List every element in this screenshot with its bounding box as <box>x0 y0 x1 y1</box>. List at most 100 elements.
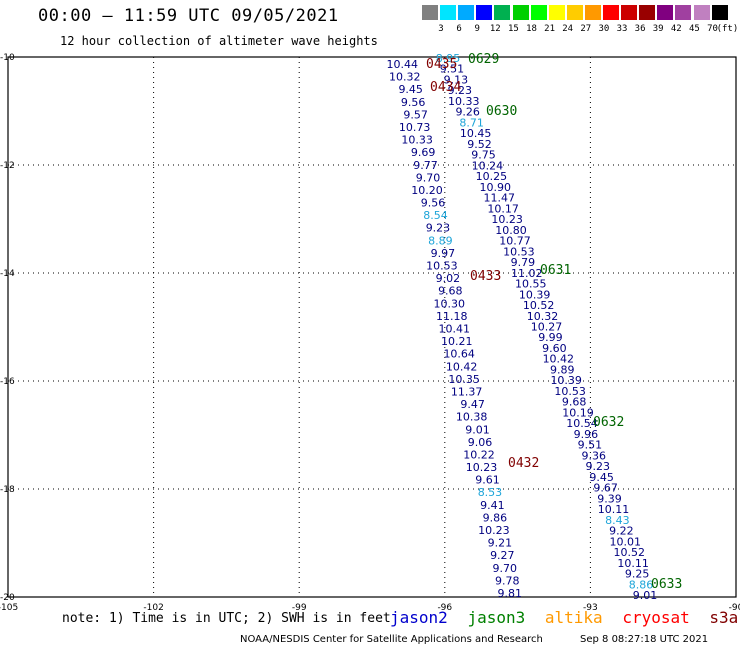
wave-height-value: 9.47 <box>460 398 485 411</box>
wave-height-value: 10.45 <box>460 127 492 140</box>
legend-s3a: s3a <box>709 608 739 627</box>
wave-height-value: 9.99 <box>538 331 563 344</box>
footer-timestamp: Sep 8 08:27:18 UTC 2021 <box>580 634 709 645</box>
pass-time-label: 0633 <box>651 577 682 592</box>
wave-height-value: 10.39 <box>519 288 551 301</box>
color-scale-label: 39 <box>652 24 664 34</box>
x-tick-label: -90 <box>729 603 740 613</box>
wave-height-value: 8.54 <box>423 209 448 222</box>
legend-altika: altika <box>544 608 603 627</box>
color-swatch <box>458 5 475 20</box>
wave-height-value: 10.33 <box>448 95 480 108</box>
footer-source: NOAA/NESDIS Center for Satellite Applica… <box>240 634 543 645</box>
wave-height-value: 8.89 <box>428 234 453 247</box>
wave-height-value: 9.56 <box>401 96 426 109</box>
wave-height-value: 10.55 <box>515 278 547 291</box>
wave-height-value: 10.52 <box>613 546 645 559</box>
pass-time-label: 0631 <box>540 263 571 278</box>
map-grid <box>7 56 737 598</box>
wave-height-value: 9.51 <box>440 63 465 76</box>
color-swatch <box>621 5 638 20</box>
wave-height-value: 10.11 <box>598 503 630 516</box>
map-frame <box>7 56 737 598</box>
color-scale-label: 30 <box>598 24 610 34</box>
wave-height-value: 9.70 <box>493 562 518 575</box>
wave-height-value: 10.42 <box>543 353 575 366</box>
wave-height-value: 9.78 <box>495 574 520 587</box>
footnote: note: 1) Time is in UTC; 2) SWH is in fe… <box>62 611 391 626</box>
color-scale-label: 9 <box>474 24 480 34</box>
color-scale-label: 33 <box>616 24 628 34</box>
legend-cryosat: cryosat <box>622 608 690 627</box>
wave-height-value: 10.22 <box>463 448 495 461</box>
wave-height-value: 9.23 <box>426 222 451 235</box>
wave-height-value: 10.25 <box>476 170 508 183</box>
track-a-observations: 10.4410.329.459.569.5710.7310.339.699.77… <box>387 58 523 600</box>
wave-height-value: 8.95 <box>436 52 461 65</box>
x-tick-label: -93 <box>583 603 598 613</box>
color-swatch <box>693 5 710 20</box>
wave-height-value: 9.97 <box>431 247 456 260</box>
wave-height-value: 9.01 <box>633 589 658 602</box>
color-swatch <box>639 5 656 20</box>
x-tick-label: -96 <box>437 603 452 613</box>
pass-time-label: 0434 <box>430 80 461 95</box>
wave-height-value: 9.39 <box>597 492 622 505</box>
map-subtitle: 12 hour collection of altimeter wave hei… <box>60 34 378 48</box>
wave-height-value: 8.43 <box>605 514 630 527</box>
y-tick-label: -16 <box>0 377 15 387</box>
wave-height-value: 10.32 <box>527 310 559 323</box>
wave-height-value: 10.54 <box>566 417 598 430</box>
x-tick-label: -102 <box>143 603 163 613</box>
x-tick-label: -105 <box>0 603 18 613</box>
wave-height-value: 9.26 <box>455 106 480 119</box>
wave-height-value: 10.77 <box>499 235 531 248</box>
wave-height-value: 9.13 <box>444 73 469 86</box>
wave-height-value: 10.53 <box>426 260 458 273</box>
wave-height-value: 10.27 <box>531 321 563 334</box>
color-swatch <box>422 5 438 20</box>
color-scale-unit: (ft) <box>716 24 739 34</box>
wave-height-value: 9.45 <box>589 471 614 484</box>
wave-height-value: 10.44 <box>387 58 419 71</box>
color-swatch <box>566 5 583 20</box>
wave-height-value: 9.51 <box>578 439 603 452</box>
wave-height-value: 9.56 <box>421 197 446 210</box>
wave-height-value: 10.30 <box>434 297 466 310</box>
wave-height-value: 10.17 <box>487 202 519 215</box>
color-scale-label: 42 <box>670 24 682 34</box>
wave-height-value: 10.53 <box>503 245 535 258</box>
wave-height-value: 9.41 <box>480 499 505 512</box>
wave-height-value: 11.37 <box>451 385 483 398</box>
color-scale-label: 18 <box>526 24 537 34</box>
color-scale-label: 15 <box>507 24 519 34</box>
y-tick-label: -20 <box>0 593 15 603</box>
wave-height-value: 10.23 <box>466 461 498 474</box>
color-swatch <box>584 5 601 20</box>
color-swatch <box>657 5 674 20</box>
wave-height-value: 10.73 <box>399 121 431 134</box>
satellite-legend: jason2 jason3 altika cryosat s3a <box>390 608 740 627</box>
wave-height-value: 11.18 <box>436 310 468 323</box>
map-title: 00:00 – 11:59 UTC 09/05/2021 <box>38 6 339 26</box>
wave-height-value: 10.32 <box>389 71 421 84</box>
wave-height-value: 10.64 <box>443 348 475 361</box>
wave-height-value: 8.53 <box>478 486 503 499</box>
wave-height-value: 11.02 <box>511 267 543 280</box>
color-swatch <box>675 5 692 20</box>
color-scale-label: 36 <box>634 24 646 34</box>
pass-time-label: 0630 <box>486 104 517 119</box>
wave-height-value: 8.86 <box>629 578 654 591</box>
wave-height-value: 10.90 <box>480 181 512 194</box>
legend-jason3: jason3 <box>467 608 526 627</box>
color-scale-label: 12 <box>489 24 501 34</box>
y-tick-label: -10 <box>0 53 15 63</box>
color-scale-label: 3 <box>438 24 444 34</box>
wave-height-value: 9.69 <box>411 146 436 159</box>
wave-height-value: 9.70 <box>416 171 441 184</box>
color-swatch <box>603 5 619 20</box>
wave-height-value: 10.23 <box>491 213 523 226</box>
wave-height-value: 9.79 <box>511 256 536 269</box>
color-swatch <box>440 5 457 20</box>
